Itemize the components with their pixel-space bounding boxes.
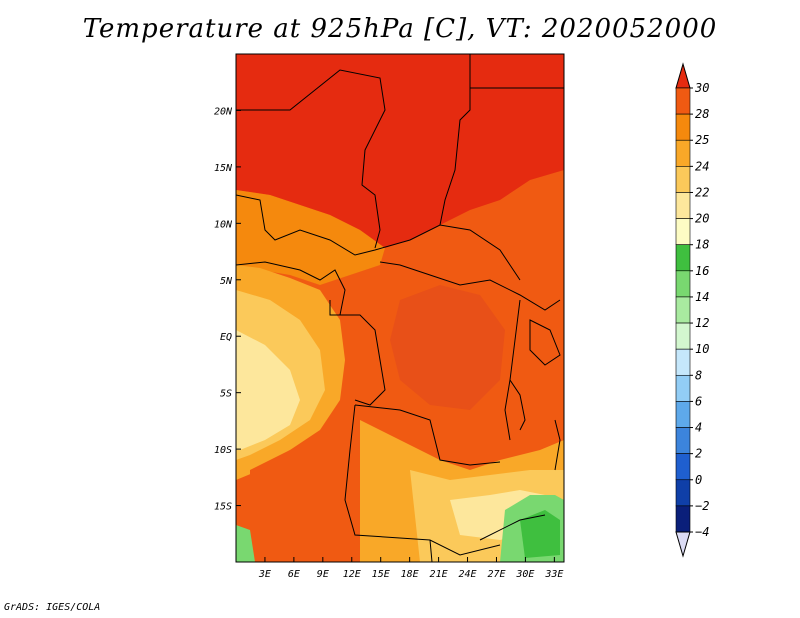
map-frame bbox=[235, 53, 565, 563]
x-tick-label: 21E bbox=[430, 569, 448, 580]
y-tick-label: 5S bbox=[220, 389, 232, 400]
map-title: Temperature at 925hPa [C], VT: 202005200… bbox=[82, 14, 718, 44]
colorbar-swatch bbox=[675, 453, 691, 481]
country-borders bbox=[236, 54, 564, 562]
x-tick-label: 30E bbox=[515, 569, 534, 580]
colorbar-label: 25 bbox=[695, 133, 709, 147]
border-line bbox=[379, 261, 561, 311]
border-line bbox=[329, 300, 345, 316]
border-line bbox=[236, 69, 386, 249]
field-southwest-hot bbox=[250, 440, 360, 562]
x-tick-label: 27E bbox=[487, 569, 505, 580]
x-tick-label: 24E bbox=[458, 569, 476, 580]
credit-text: GrADS: IGES/COLA bbox=[4, 602, 101, 613]
y-tick-label: 15N bbox=[214, 163, 233, 174]
colorbar-swatch bbox=[675, 218, 691, 246]
x-tick-label: 12E bbox=[343, 569, 361, 580]
x-tick-label: 18E bbox=[401, 569, 419, 580]
y-tick-label: EQ bbox=[220, 332, 232, 343]
colorbar-swatch bbox=[675, 296, 691, 324]
temperature-field bbox=[236, 54, 564, 562]
colorbar-swatch bbox=[675, 505, 691, 533]
colorbar-swatch bbox=[675, 479, 691, 507]
x-tick-label: 33E bbox=[544, 569, 563, 580]
x-tick-label: 6E bbox=[288, 569, 300, 580]
colorbar-label: 28 bbox=[695, 107, 709, 121]
colorbar-swatch bbox=[675, 113, 691, 141]
y-axis: 20N 15N 10N 5N EQ 5S 10S 15S bbox=[214, 106, 241, 513]
colorbar-label: 14 bbox=[695, 290, 709, 304]
field-cool-southeast-inner bbox=[520, 510, 560, 558]
y-tick-label: 15S bbox=[214, 502, 232, 513]
border-line bbox=[479, 514, 546, 541]
colorbar-swatch bbox=[675, 139, 691, 167]
colorbar-swatch bbox=[675, 87, 691, 115]
colorbar-label: 6 bbox=[695, 394, 702, 408]
colorbar-label: 2 bbox=[695, 447, 702, 461]
border-line bbox=[344, 404, 501, 556]
border-line bbox=[439, 54, 471, 226]
colorbar-label: 16 bbox=[695, 264, 709, 278]
colorbar-swatch bbox=[675, 270, 691, 298]
border-line bbox=[429, 539, 433, 562]
colorbar-swatch bbox=[675, 348, 691, 376]
field-interior-hot bbox=[390, 285, 505, 410]
colorbar-swatch bbox=[675, 244, 691, 272]
border-line bbox=[354, 404, 501, 466]
colorbar-swatch bbox=[675, 427, 691, 454]
colorbar-label: 12 bbox=[695, 316, 709, 330]
border-line bbox=[509, 379, 526, 431]
field-hot-north bbox=[236, 54, 564, 248]
border-line bbox=[529, 319, 561, 366]
x-axis: 3E 6E 9E 12E 15E 18E 21E 24E 27E 30E 33E bbox=[258, 557, 563, 580]
colorbar-bottom-arrow bbox=[675, 531, 691, 558]
field-orange-west bbox=[236, 190, 385, 285]
colorbar-swatch bbox=[675, 322, 691, 350]
x-tick-label: 3E bbox=[258, 569, 271, 580]
colorbar-label: −2 bbox=[695, 499, 709, 513]
colorbar-swatch bbox=[675, 166, 691, 193]
field-lightest-west bbox=[236, 330, 300, 450]
colorbar-swatch bbox=[675, 374, 691, 402]
y-tick-label: 10N bbox=[214, 219, 233, 230]
colorbar-top-arrow bbox=[675, 62, 691, 89]
y-tick-label: 10S bbox=[214, 445, 232, 456]
colorbar-swatch bbox=[675, 401, 691, 428]
x-tick-label: 15E bbox=[372, 569, 390, 580]
colorbar-label: −4 bbox=[695, 525, 709, 539]
x-tick-label: 9E bbox=[317, 569, 329, 580]
colorbar-label: 4 bbox=[695, 421, 702, 435]
colorbar-label: 22 bbox=[695, 185, 709, 199]
colorbar-label: 20 bbox=[695, 212, 709, 226]
colorbar-label: 0 bbox=[695, 473, 702, 487]
colorbar-label: 30 bbox=[694, 81, 709, 95]
colorbar-label: 8 bbox=[695, 368, 702, 382]
border-line bbox=[554, 419, 561, 471]
colorbar-swatch bbox=[675, 192, 691, 219]
colorbar-label: 10 bbox=[695, 342, 709, 356]
y-tick-label: 20N bbox=[214, 106, 233, 117]
field-cool-southwest bbox=[236, 525, 255, 562]
y-tick-label: 5N bbox=[220, 276, 233, 287]
colorbar-label: 24 bbox=[695, 159, 709, 173]
colorbar-label: 18 bbox=[695, 238, 709, 252]
border-line bbox=[236, 194, 521, 281]
